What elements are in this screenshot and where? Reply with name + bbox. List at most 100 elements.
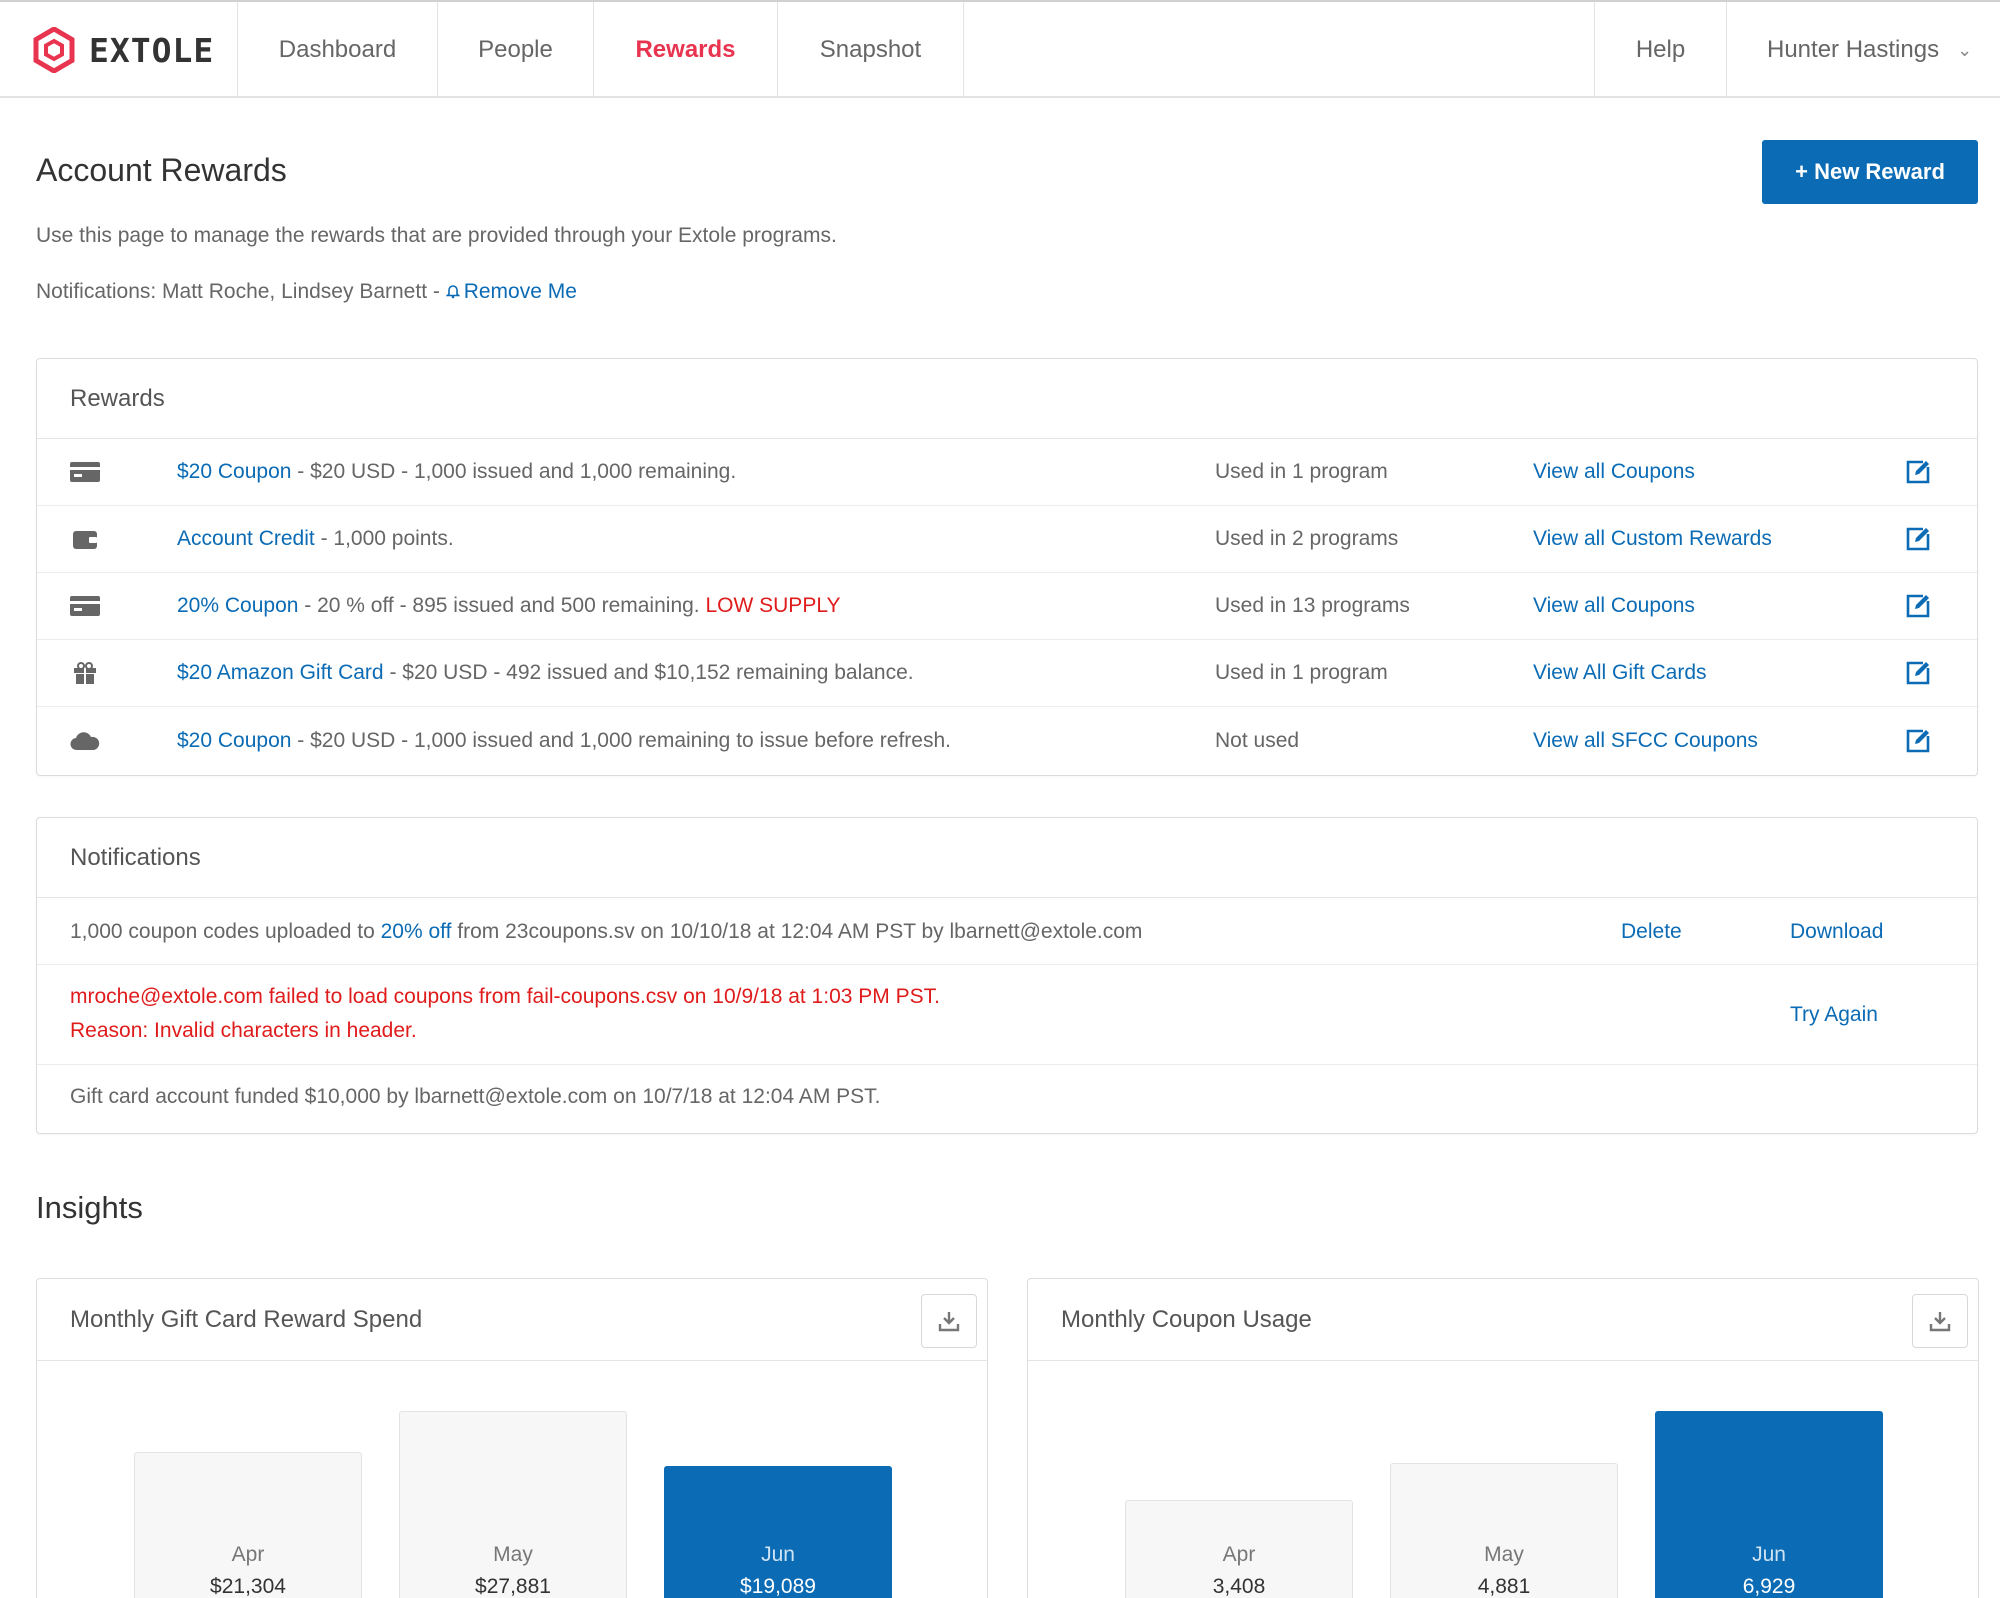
- error-reason: Reason: Invalid characters in header.: [70, 1019, 417, 1042]
- notification-item: Gift card account funded $10,000 by lbar…: [37, 1065, 1977, 1131]
- notification-post: from 23coupons.sv on 10/10/18 at 12:04 A…: [451, 920, 1143, 943]
- bar-value-label: $21,304: [210, 1575, 286, 1598]
- edit-icon[interactable]: [1905, 459, 1931, 485]
- remove-me-link[interactable]: Remove Me: [445, 280, 577, 303]
- reward-name-link[interactable]: 20% Coupon: [177, 594, 299, 617]
- view-all-link[interactable]: View All Gift Cards: [1533, 661, 1707, 684]
- reward-name-link[interactable]: $20 Coupon: [177, 728, 292, 752]
- view-all-link[interactable]: View all Coupons: [1533, 460, 1695, 483]
- chart-bar: Apr $21,304: [134, 1452, 362, 1598]
- chart-bar: May 4,881: [1390, 1463, 1618, 1598]
- reward-description: Account Credit - 1,000 points.: [177, 527, 454, 551]
- new-reward-button[interactable]: + New Reward: [1762, 140, 1978, 204]
- reward-row: 20% Coupon - 20 % off - 895 issued and 5…: [37, 573, 1977, 640]
- notification-recipients-text: Notifications: Matt Roche, Lindsey Barne…: [36, 280, 446, 303]
- credit-card-icon: [70, 595, 100, 617]
- edit-icon[interactable]: [1905, 728, 1931, 754]
- download-button[interactable]: [1912, 1294, 1968, 1348]
- extole-logo-icon: [33, 27, 75, 73]
- notification-item-error: mroche@extole.com failed to load coupons…: [37, 965, 1977, 1065]
- notifications-panel-title: Notifications: [37, 818, 1977, 898]
- chart-bar: May $27,881: [399, 1411, 627, 1598]
- download-button[interactable]: [921, 1294, 977, 1348]
- insights-title: Insights: [36, 1190, 143, 1225]
- page-intro: Use this page to manage the rewards that…: [36, 224, 837, 247]
- view-all-link[interactable]: View all Custom Rewards: [1533, 527, 1772, 550]
- reward-usage: Used in 1 program: [1215, 460, 1388, 483]
- edit-icon[interactable]: [1905, 526, 1931, 552]
- chart-title: Monthly Gift Card Reward Spend: [37, 1279, 987, 1361]
- reward-row: $20 Coupon - $20 USD - 1,000 issued and …: [37, 707, 1977, 774]
- chart-title: Monthly Coupon Usage: [1028, 1279, 1978, 1361]
- reward-description: $20 Amazon Gift Card - $20 USD - 492 iss…: [177, 661, 914, 685]
- bar-month-label: Jun: [761, 1543, 795, 1566]
- brand-logo[interactable]: EXTOLE: [0, 2, 238, 98]
- bar-month-label: Apr: [1222, 1543, 1256, 1566]
- notification-recipients: Notifications: Matt Roche, Lindsey Barne…: [36, 280, 577, 304]
- download-icon: [1929, 1312, 1951, 1332]
- nav-help[interactable]: Help: [1594, 2, 1726, 98]
- reward-row: $20 Amazon Gift Card - $20 USD - 492 iss…: [37, 640, 1977, 707]
- reward-row: $20 Coupon - $20 USD - 1,000 issued and …: [37, 439, 1977, 506]
- top-nav: EXTOLE Dashboard People Rewards Snapshot…: [0, 0, 2000, 98]
- notifications-panel: Notifications 1,000 coupon codes uploade…: [36, 817, 1978, 1134]
- nav-tab-dashboard[interactable]: Dashboard: [238, 2, 438, 98]
- bar-month-label: Jun: [1752, 1543, 1786, 1566]
- view-all-link[interactable]: View all SFCC Coupons: [1533, 728, 1758, 752]
- bar-month-label: May: [1484, 1543, 1524, 1566]
- delete-link[interactable]: Delete: [1621, 920, 1682, 943]
- download-icon: [938, 1312, 960, 1332]
- bar-month-label: May: [493, 1543, 533, 1566]
- reward-detail: - $20 USD - 1,000 issued and 1,000 remai…: [291, 460, 737, 483]
- bar-month-label: Apr: [231, 1543, 265, 1566]
- page-title: Account Rewards: [36, 152, 287, 188]
- reward-description: $20 Coupon - $20 USD - 1,000 issued and …: [177, 729, 951, 753]
- reward-description: 20% Coupon - 20 % off - 895 issued and 5…: [177, 594, 840, 618]
- nav-tab-snapshot[interactable]: Snapshot: [778, 2, 964, 98]
- try-again-link[interactable]: Try Again: [1790, 1003, 1878, 1026]
- rewards-panel-title: Rewards: [37, 359, 1977, 439]
- view-all-link[interactable]: View all Coupons: [1533, 594, 1695, 617]
- rewards-panel: Rewards $20 Coupon - $20 USD - 1,000 iss…: [36, 358, 1978, 776]
- chart-title-text: Monthly Coupon Usage: [1061, 1305, 1312, 1333]
- bar-value-label: 3,408: [1212, 1575, 1266, 1598]
- chart-bars: Apr 3,408 May 4,881 Jun 6,929: [1028, 1361, 1978, 1598]
- bar-value-label: $27,881: [475, 1575, 551, 1598]
- bar-value-label: 6,929: [1742, 1575, 1796, 1598]
- chart-bar: Jun $19,089: [664, 1466, 892, 1598]
- reward-detail: - 20 % off - 895 issued and 500 remainin…: [298, 594, 706, 617]
- reward-usage: Not used: [1215, 728, 1300, 752]
- brand-name: EXTOLE: [89, 30, 215, 70]
- reward-usage: Used in 1 program: [1215, 661, 1388, 684]
- download-link[interactable]: Download: [1790, 920, 1884, 943]
- reward-name-link[interactable]: Account Credit: [177, 527, 315, 550]
- notification-text: Gift card account funded $10,000 by lbar…: [70, 1085, 881, 1108]
- wallet-icon: [70, 528, 100, 550]
- low-supply-badge: LOW SUPPLY: [705, 594, 841, 617]
- reward-name-link[interactable]: $20 Amazon Gift Card: [177, 661, 384, 684]
- notification-item: 1,000 coupon codes uploaded to 20% off f…: [37, 898, 1977, 965]
- bell-icon: [445, 285, 461, 299]
- reward-detail: - $20 USD - 492 issued and $10,152 remai…: [383, 661, 914, 684]
- reward-description: $20 Coupon - $20 USD - 1,000 issued and …: [177, 460, 736, 484]
- chart-bar: Apr 3,408: [1125, 1500, 1353, 1598]
- reward-row: Account Credit - 1,000 points. Used in 2…: [37, 506, 1977, 573]
- gift-card-spend-chart: Monthly Gift Card Reward Spend Apr $21,30…: [36, 1278, 988, 1598]
- error-message: mroche@extole.com failed to load coupons…: [70, 985, 940, 1008]
- credit-card-icon: [70, 461, 100, 483]
- coupon-link[interactable]: 20% off: [380, 920, 452, 943]
- bar-value-label: 4,881: [1477, 1575, 1531, 1598]
- gift-icon: [70, 662, 100, 684]
- nav-tab-people[interactable]: People: [438, 2, 594, 98]
- notification-text: 1,000 coupon codes uploaded to 20% off f…: [70, 920, 1142, 944]
- notification-pre: 1,000 coupon codes uploaded to: [70, 920, 381, 943]
- edit-icon[interactable]: [1905, 593, 1931, 619]
- reward-name-link[interactable]: $20 Coupon: [177, 460, 292, 483]
- user-menu[interactable]: Hunter Hastings ⌄: [1726, 2, 2000, 98]
- edit-icon[interactable]: [1905, 660, 1931, 686]
- reward-detail: - $20 USD - 1,000 issued and 1,000 remai…: [291, 728, 951, 752]
- reward-detail: - 1,000 points.: [314, 527, 454, 550]
- nav-tab-rewards[interactable]: Rewards: [594, 2, 778, 98]
- user-name: Hunter Hastings: [1767, 36, 1940, 63]
- coupon-usage-chart: Monthly Coupon Usage Apr 3,408 May 4,881 Jun…: [1027, 1278, 1979, 1598]
